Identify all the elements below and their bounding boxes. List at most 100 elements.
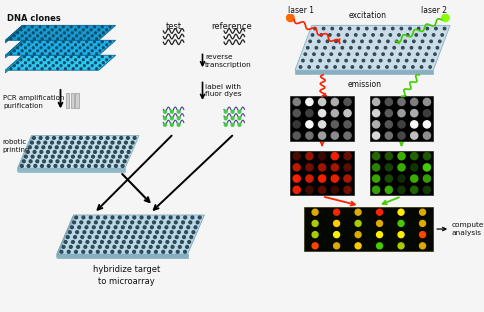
Circle shape [17,62,18,64]
Circle shape [51,29,53,31]
Circle shape [398,209,404,215]
Circle shape [344,175,351,182]
Circle shape [409,27,411,30]
Circle shape [373,121,379,128]
Circle shape [80,38,82,40]
Circle shape [88,164,91,167]
Circle shape [142,246,145,248]
Circle shape [86,56,88,58]
Circle shape [21,65,23,67]
Circle shape [312,221,318,227]
Circle shape [78,41,80,43]
Circle shape [62,26,64,28]
Circle shape [49,53,51,55]
Circle shape [41,38,43,40]
Circle shape [20,164,23,167]
Circle shape [119,216,121,219]
Circle shape [37,50,39,52]
Circle shape [330,53,333,56]
Circle shape [67,59,69,61]
Circle shape [152,221,155,224]
Circle shape [90,160,92,163]
Circle shape [17,32,18,34]
Circle shape [72,155,74,158]
Circle shape [293,132,300,139]
Circle shape [162,216,165,219]
Circle shape [224,110,227,113]
Circle shape [103,62,104,64]
Circle shape [99,65,101,67]
Circle shape [31,41,33,43]
Circle shape [293,164,300,171]
Circle shape [129,146,132,149]
Circle shape [49,160,52,163]
Circle shape [125,155,128,158]
Circle shape [40,47,42,49]
Circle shape [21,35,23,37]
Circle shape [385,98,393,105]
Circle shape [67,164,70,167]
Circle shape [420,66,423,68]
Circle shape [60,50,62,52]
Circle shape [134,231,136,234]
Circle shape [31,26,33,28]
Circle shape [361,40,363,42]
Circle shape [93,41,95,43]
Circle shape [109,221,112,224]
Circle shape [355,209,361,215]
Circle shape [333,232,340,238]
Circle shape [71,47,73,49]
Circle shape [306,98,313,105]
Circle shape [101,164,104,167]
Circle shape [91,35,93,37]
Circle shape [424,186,431,193]
Text: robotic
printing: robotic printing [2,139,30,153]
Circle shape [318,121,326,128]
Circle shape [93,137,96,139]
Circle shape [71,32,73,34]
Circle shape [68,65,70,67]
Circle shape [231,110,234,113]
Circle shape [108,164,110,167]
Circle shape [87,221,90,224]
Circle shape [36,29,38,31]
Circle shape [424,121,431,128]
Circle shape [170,124,173,126]
Circle shape [344,164,351,171]
Polygon shape [17,136,31,172]
Circle shape [89,146,92,149]
Circle shape [106,137,109,139]
Circle shape [135,246,137,248]
Circle shape [385,132,393,139]
Circle shape [333,46,335,49]
Circle shape [128,246,130,248]
Text: DNA clones: DNA clones [7,14,61,23]
Circle shape [419,46,421,49]
Circle shape [118,251,121,253]
Circle shape [82,59,84,61]
Circle shape [373,110,379,117]
Circle shape [96,146,98,149]
Circle shape [431,59,434,62]
Circle shape [94,47,96,49]
Circle shape [124,236,127,238]
Circle shape [362,59,364,62]
Circle shape [62,56,64,58]
Circle shape [84,141,87,144]
Circle shape [87,151,90,153]
Circle shape [62,146,65,149]
Circle shape [45,155,47,158]
Circle shape [64,53,66,55]
Circle shape [160,221,163,224]
Circle shape [398,98,405,105]
Circle shape [114,151,117,153]
Circle shape [28,59,30,61]
Circle shape [373,175,379,182]
Circle shape [10,68,12,70]
Circle shape [74,236,76,238]
Circle shape [356,53,359,56]
Circle shape [420,221,425,227]
Circle shape [99,35,101,37]
Circle shape [194,226,197,229]
Circle shape [72,241,75,243]
